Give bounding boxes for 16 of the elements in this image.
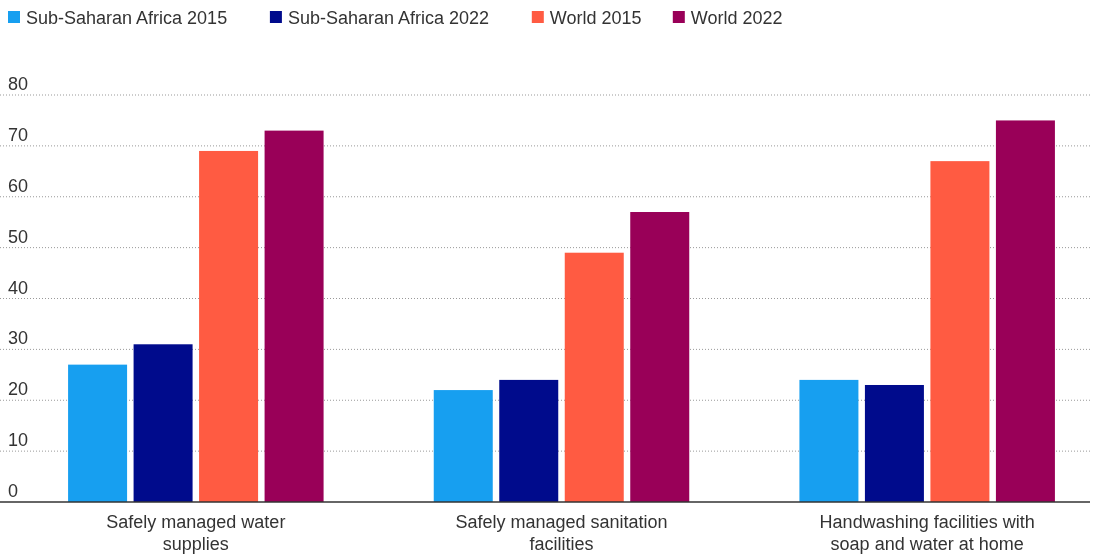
- y-tick-label: 60: [8, 175, 29, 196]
- legend-label: Sub-Saharan Africa 2015: [26, 8, 228, 28]
- y-tick-label: 80: [8, 74, 29, 94]
- legend-label: World 2022: [690, 8, 783, 28]
- y-tick-label: 70: [8, 124, 29, 145]
- legend-label: Sub-Saharan Africa 2022: [287, 8, 490, 28]
- x-tick-label: Handwashing facilities with soap and water at home: [819, 512, 1035, 554]
- y-tick-label: 40: [8, 277, 29, 298]
- x-tick-label: Safely managed sanitation facilities: [455, 512, 668, 554]
- y-tick-label: 30: [8, 328, 29, 349]
- x-tick-label: Safely managed water supplies: [106, 512, 286, 554]
- y-tick-label: 50: [8, 226, 29, 247]
- y-tick-label: 0: [8, 481, 19, 501]
- y-tick-label: 20: [8, 379, 29, 400]
- y-tick-label: 10: [8, 430, 29, 451]
- legend-label: World 2015: [549, 8, 642, 28]
